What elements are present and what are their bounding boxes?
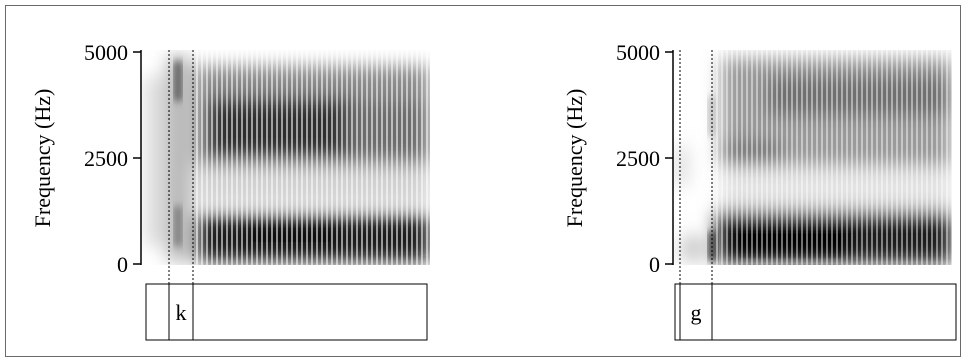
right-spectrogram-panel: 5000 2500 0 Frequency (Hz) g — [562, 40, 957, 341]
left-spectrogram-image — [141, 50, 430, 265]
left-spectrogram-panel: 5000 2500 0 Frequency (Hz) k — [30, 40, 430, 341]
left-segment-label: k — [176, 300, 187, 325]
right-spectrogram-image — [673, 50, 952, 265]
left-ytick-label: 0 — [117, 252, 128, 277]
right-ytick-label: 2500 — [616, 146, 660, 171]
left-ytick-label: 5000 — [84, 40, 128, 65]
right-segment-label: g — [691, 300, 702, 325]
right-tier-box — [674, 283, 957, 341]
right-ytick-label: 5000 — [616, 40, 660, 65]
right-ytick-label: 0 — [649, 252, 660, 277]
spectrogram-figure: 5000 2500 0 Frequency (Hz) k — [30, 40, 957, 341]
figure-frame: 5000 2500 0 Frequency (Hz) k — [5, 5, 961, 357]
left-y-axis-title: Frequency (Hz) — [30, 89, 55, 228]
right-y-axis-title: Frequency (Hz) — [562, 89, 587, 228]
left-ytick-label: 2500 — [84, 146, 128, 171]
left-tier-box — [145, 283, 428, 341]
